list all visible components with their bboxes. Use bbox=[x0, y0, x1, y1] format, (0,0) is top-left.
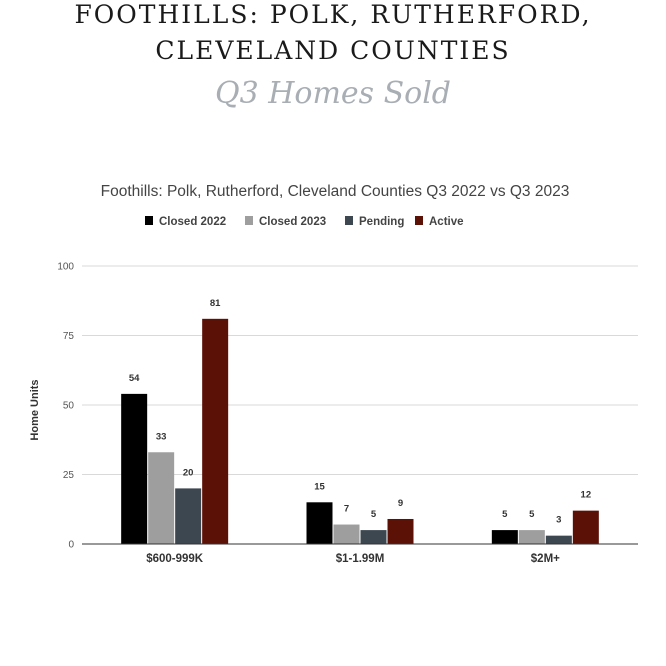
bar-value-label-2-0: 5 bbox=[502, 509, 508, 520]
bar-value-labels: 54 33 20 81 15 7 5 9 5 5 3 12 bbox=[129, 298, 591, 526]
y-axis-ticks: 0 25 50 75 100 bbox=[57, 262, 74, 551]
x-axis-ticks: $600-999K $1-1.99M $2M+ bbox=[146, 553, 560, 565]
bar-chart: Foothills: Polk, Rutherford, Cleveland C… bbox=[29, 183, 638, 565]
y-tick-label-0: 0 bbox=[68, 540, 74, 551]
legend-label-1: Closed 2023 bbox=[259, 216, 326, 228]
chart-title: Foothills: Polk, Rutherford, Cleveland C… bbox=[101, 183, 570, 200]
bar-value-label-1-0: 15 bbox=[314, 481, 325, 492]
bar-value-label-2-2: 3 bbox=[556, 515, 561, 526]
bar-2-3 bbox=[572, 510, 599, 544]
bar-0-0 bbox=[121, 393, 148, 544]
bar-2-2 bbox=[545, 535, 572, 544]
bar-1-0 bbox=[306, 502, 333, 544]
legend-label-3: Active bbox=[429, 216, 464, 228]
legend-swatch-3 bbox=[415, 216, 423, 225]
bar-value-label-0-0: 54 bbox=[129, 373, 140, 384]
bar-2-1 bbox=[518, 530, 545, 544]
y-tick-label-3: 75 bbox=[63, 331, 75, 342]
y-tick-label-1: 25 bbox=[63, 470, 75, 481]
bar-value-label-1-2: 5 bbox=[371, 509, 377, 520]
chart-bars bbox=[121, 318, 599, 544]
bar-2-0 bbox=[491, 530, 518, 544]
legend-label-0: Closed 2022 bbox=[159, 216, 226, 228]
x-tick-label-1: $1-1.99M bbox=[336, 553, 385, 565]
y-tick-label-4: 100 bbox=[57, 262, 74, 273]
bar-value-label-0-1: 33 bbox=[156, 431, 167, 442]
page-subtitle: Q3 Homes Sold bbox=[215, 76, 451, 111]
bar-0-2 bbox=[175, 488, 202, 544]
chart-gridlines bbox=[82, 265, 638, 475]
bar-value-label-2-1: 5 bbox=[529, 509, 535, 520]
y-tick-label-2: 50 bbox=[63, 401, 75, 412]
bar-1-1 bbox=[333, 524, 360, 544]
bar-value-label-1-1: 7 bbox=[344, 504, 349, 515]
bar-0-1 bbox=[148, 452, 175, 544]
x-tick-label-2: $2M+ bbox=[531, 553, 560, 565]
chart-container: Foothills: Polk, Rutherford, Cleveland C… bbox=[0, 170, 666, 590]
bar-value-label-0-2: 20 bbox=[183, 467, 194, 478]
legend-swatch-0 bbox=[145, 216, 153, 225]
x-tick-label-0: $600-999K bbox=[146, 553, 204, 565]
page-title-line-1: FOOTHILLS: POLK, RUTHERFORD, bbox=[74, 0, 592, 29]
bar-value-label-1-3: 9 bbox=[398, 498, 403, 509]
legend-swatch-2 bbox=[345, 216, 353, 225]
bar-1-2 bbox=[360, 530, 387, 544]
y-axis-label: Home Units bbox=[29, 379, 41, 440]
bar-value-label-2-3: 12 bbox=[581, 490, 592, 501]
legend-swatch-1 bbox=[245, 216, 253, 225]
bar-0-3 bbox=[202, 318, 229, 544]
page-title-line-2: CLEVELAND COUNTIES bbox=[155, 36, 511, 65]
bar-value-label-0-3: 81 bbox=[210, 298, 221, 309]
legend-label-2: Pending bbox=[359, 216, 404, 228]
bar-1-3 bbox=[387, 518, 414, 544]
chart-legend: Closed 2022 Closed 2023 Pending Active bbox=[145, 216, 464, 228]
